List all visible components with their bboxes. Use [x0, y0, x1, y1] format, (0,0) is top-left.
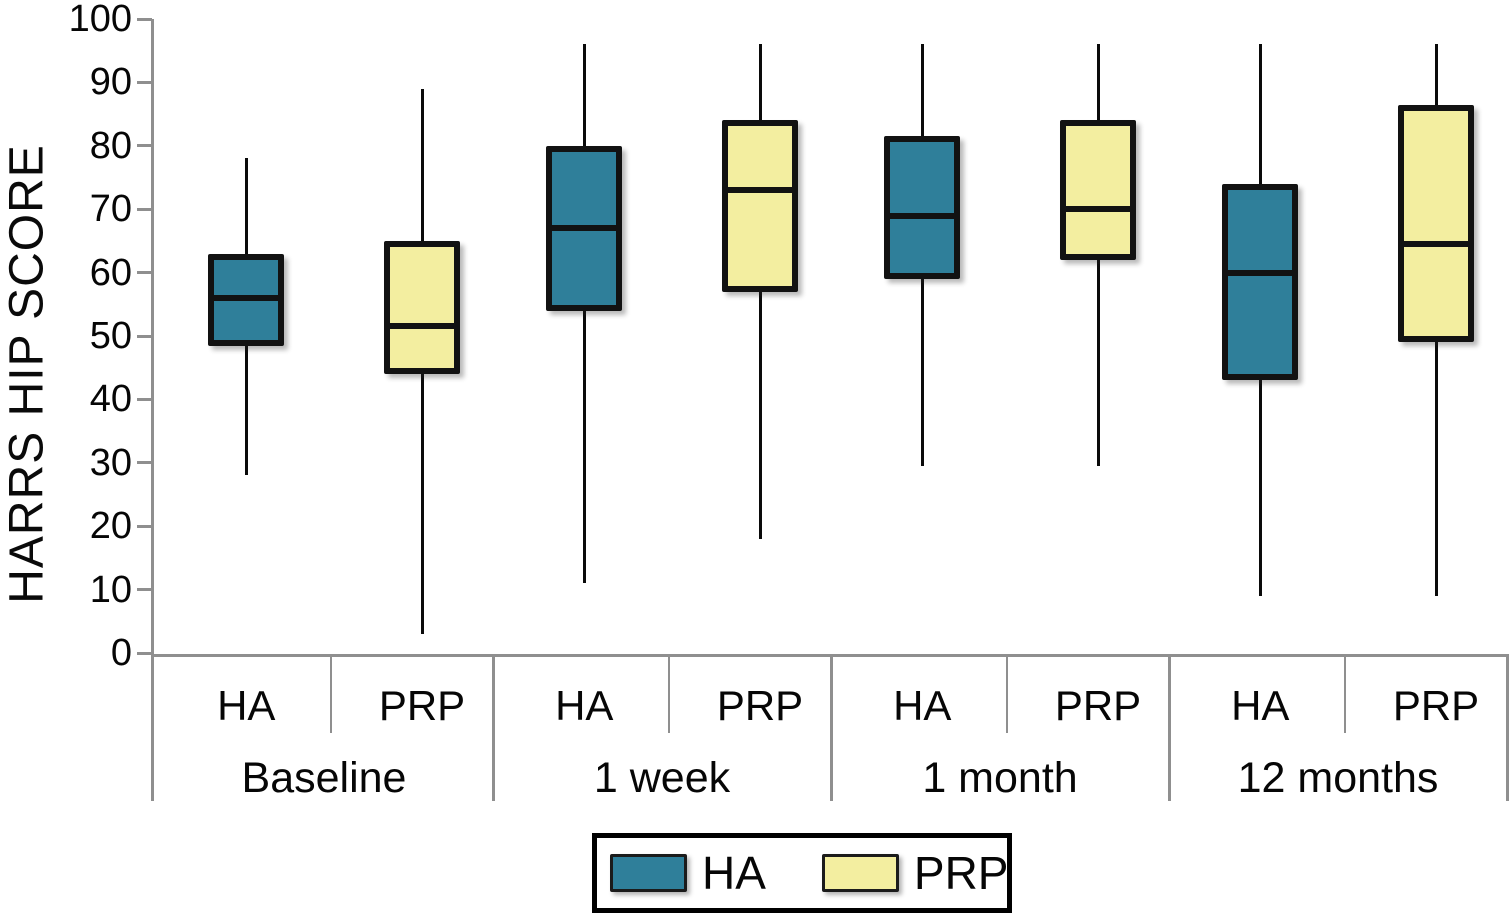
- y-tick-20: [137, 524, 152, 528]
- legend-label-ha: HA: [702, 847, 766, 899]
- y-tick-10: [137, 588, 152, 592]
- y-tick-label-30: 30: [89, 441, 132, 484]
- y-tick-label-20: 20: [89, 505, 132, 548]
- box-ha-12-months: [1222, 183, 1299, 381]
- y-tick-label-10: 10: [89, 568, 132, 611]
- y-tick-label-80: 80: [89, 124, 132, 167]
- box-prp-baseline: [384, 240, 461, 375]
- y-tick-label-50: 50: [89, 315, 132, 357]
- x-label-ha-1-month: HA: [893, 682, 952, 729]
- y-tick-50: [137, 334, 152, 338]
- y-tick-label-90: 90: [89, 61, 132, 104]
- median-ha-1-month: [890, 212, 955, 219]
- group-separator-1-week: [829, 655, 833, 801]
- group-separator-12-months: [1505, 655, 1509, 801]
- x-group-label-12-months: 12 months: [1237, 754, 1439, 802]
- box-prp-1-week: [722, 120, 799, 292]
- y-tick-30: [137, 461, 152, 465]
- median-prp-baseline: [390, 323, 455, 330]
- median-ha-12-months: [1228, 269, 1293, 276]
- whisker-prp-1-week: [758, 44, 762, 539]
- x-label-prp-baseline: PRP: [378, 682, 466, 729]
- box-ha-1-week: [546, 145, 623, 311]
- series-separator-12-months: [1343, 655, 1346, 733]
- x-label-prp-12-months: PRP: [1392, 682, 1480, 729]
- median-ha-1-week: [552, 225, 617, 232]
- y-axis-line: [150, 19, 154, 801]
- x-label-prp-1-week: PRP: [716, 682, 804, 729]
- x-label-ha-baseline: HA: [217, 682, 276, 729]
- group-separator-baseline: [491, 655, 495, 801]
- series-separator-baseline: [329, 655, 332, 733]
- median-prp-1-week: [728, 187, 793, 194]
- box-ha-baseline: [208, 253, 285, 346]
- legend-label-prp: PRP: [913, 847, 1009, 899]
- series-separator-1-month: [1005, 655, 1008, 733]
- y-tick-label-70: 70: [89, 188, 132, 231]
- median-ha-baseline: [214, 294, 279, 301]
- y-tick-70: [137, 207, 152, 211]
- median-prp-1-month: [1066, 206, 1131, 213]
- x-label-ha-1-week: HA: [555, 682, 614, 729]
- legend-swatch-prp: [821, 854, 899, 892]
- legend: HA PRP: [592, 833, 1012, 913]
- legend-item-prp: PRP: [821, 847, 1009, 899]
- box-prp-1-month: [1060, 120, 1137, 260]
- y-tick-80: [137, 144, 152, 148]
- box-ha-1-month: [884, 136, 961, 279]
- box-prp-12-months: [1398, 104, 1475, 343]
- legend-swatch-ha: [610, 854, 687, 892]
- y-tick-60: [137, 271, 152, 275]
- group-separator-1-month: [1167, 655, 1171, 801]
- y-tick-0: [137, 651, 152, 655]
- x-label-prp-1-month: PRP: [1054, 682, 1142, 729]
- median-prp-12-months: [1404, 241, 1469, 248]
- y-tick-label-100: 100: [68, 0, 132, 40]
- legend-item-ha: HA: [610, 849, 766, 897]
- x-group-label-1-week: 1 week: [593, 754, 731, 802]
- series-separator-1-week: [667, 655, 670, 733]
- y-tick-90: [137, 80, 152, 84]
- whisker-ha-1-week: [582, 44, 586, 584]
- x-label-ha-12-months: HA: [1231, 682, 1290, 729]
- y-tick-label-60: 60: [89, 251, 132, 294]
- x-group-label-baseline: Baseline: [241, 754, 407, 802]
- y-tick-40: [137, 397, 152, 401]
- y-tick-100: [137, 17, 152, 21]
- y-tick-label-0: 0: [110, 632, 132, 674]
- x-group-label-1-month: 1 month: [922, 754, 1078, 802]
- y-tick-label-40: 40: [89, 378, 132, 421]
